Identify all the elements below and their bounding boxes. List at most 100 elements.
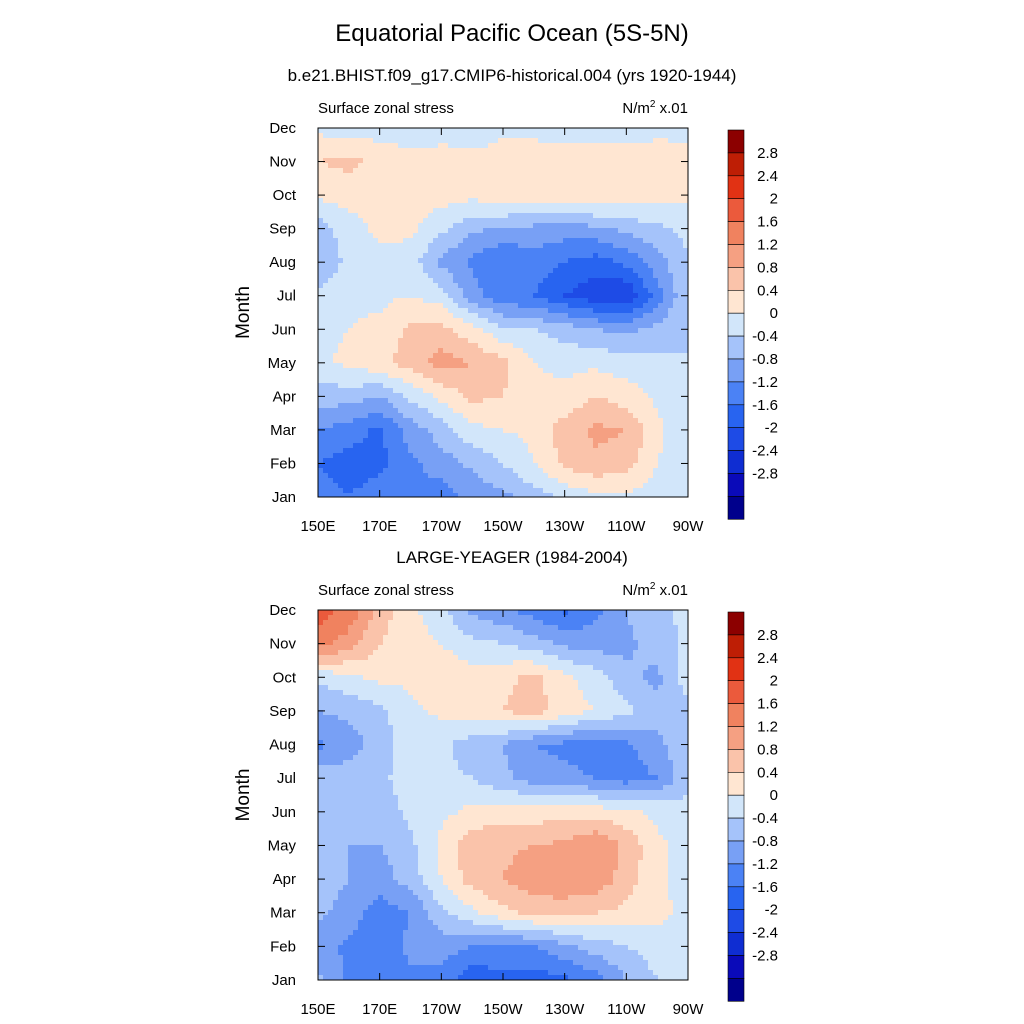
contour-cell: [473, 388, 479, 394]
contour-cell: [438, 253, 444, 259]
contour-cell: [498, 308, 504, 314]
contour-cell: [673, 148, 679, 154]
contour-cell: [423, 448, 429, 454]
contour-cell: [683, 233, 689, 239]
contour-cell: [353, 233, 359, 239]
contour-cell: [678, 268, 684, 274]
contour-cell: [448, 248, 454, 254]
contour-cell: [488, 318, 494, 324]
contour-cell: [478, 318, 484, 324]
contour-cell: [518, 398, 524, 404]
contour-cell: [513, 263, 519, 269]
contour-cell: [398, 138, 404, 144]
contour-cell: [443, 208, 449, 214]
contour-cell: [593, 313, 599, 319]
contour-cell: [528, 208, 534, 214]
contour-cell: [368, 183, 374, 189]
contour-cell: [398, 323, 404, 329]
contour-cell: [373, 413, 379, 419]
contour-cell: [323, 403, 329, 409]
contour-cell: [638, 183, 644, 189]
contour-cell: [343, 133, 349, 139]
contour-cell: [508, 293, 514, 299]
contour-cell: [598, 318, 604, 324]
contour-cell: [478, 213, 484, 219]
contour-cell: [438, 213, 444, 219]
contour-cell: [348, 388, 354, 394]
contour-cell: [633, 183, 639, 189]
contour-cell: [413, 168, 419, 174]
contour-cell: [363, 338, 369, 344]
contour-cell: [443, 378, 449, 384]
contour-cell: [588, 443, 594, 449]
contour-cell: [578, 428, 584, 434]
contour-cell: [563, 328, 569, 334]
contour-cell: [653, 453, 659, 459]
contour-cell: [463, 198, 469, 204]
contour-cell: [333, 168, 339, 174]
contour-cell: [423, 283, 429, 289]
contour-cell: [513, 168, 519, 174]
contour-cell: [423, 368, 429, 374]
contour-cell: [588, 188, 594, 194]
contour-cell: [523, 153, 529, 159]
contour-cell: [428, 463, 434, 469]
contour-cell: [413, 428, 419, 434]
contour-cell: [528, 433, 534, 439]
contour-cell: [348, 253, 354, 259]
contour-cell: [458, 228, 464, 234]
contour-cell: [533, 303, 539, 309]
contour-cell: [413, 213, 419, 219]
contour-cell: [523, 263, 529, 269]
contour-cell: [653, 393, 659, 399]
contour-cell: [613, 193, 619, 199]
contour-cell: [483, 293, 489, 299]
contour-cell: [498, 353, 504, 359]
contour-cell: [428, 243, 434, 249]
contour-cell: [328, 238, 334, 244]
contour-cell: [643, 328, 649, 334]
contour-cell: [648, 183, 654, 189]
contour-cell: [478, 148, 484, 154]
contour-cell: [453, 463, 459, 469]
contour-cell: [418, 398, 424, 404]
contour-cell: [373, 433, 379, 439]
contour-cell: [503, 393, 509, 399]
contour-cell: [663, 133, 669, 139]
contour-cell: [523, 148, 529, 154]
contour-cell: [533, 188, 539, 194]
contour-cell: [668, 163, 674, 169]
contour-cell: [348, 293, 354, 299]
contour-cell: [523, 318, 529, 324]
contour-cell: [348, 363, 354, 369]
contour-cell: [468, 438, 474, 444]
contour-cell: [488, 373, 494, 379]
contour-cell: [533, 148, 539, 154]
contour-cell: [653, 343, 659, 349]
contour-cell: [333, 293, 339, 299]
contour-cell: [648, 258, 654, 264]
contour-cell: [588, 293, 594, 299]
contour-cell: [573, 343, 579, 349]
contour-cell: [448, 413, 454, 419]
contour-cell: [413, 323, 419, 329]
contour-cell: [433, 463, 439, 469]
contour-cell: [438, 383, 444, 389]
contour-cell: [388, 448, 394, 454]
contour-cell: [323, 193, 329, 199]
contour-cell: [593, 348, 599, 354]
contour-cell: [633, 293, 639, 299]
contour-cell: [588, 168, 594, 174]
contour-cell: [488, 428, 494, 434]
contour-cell: [583, 258, 589, 264]
contour-cell: [388, 238, 394, 244]
contour-cell: [473, 313, 479, 319]
contour-cell: [353, 408, 359, 414]
contour-cell: [668, 288, 674, 294]
contour-cell: [433, 258, 439, 264]
contour-cell: [388, 373, 394, 379]
contour-cell: [533, 418, 539, 424]
contour-cell: [603, 323, 609, 329]
contour-cell: [443, 393, 449, 399]
contour-cell: [493, 373, 499, 379]
